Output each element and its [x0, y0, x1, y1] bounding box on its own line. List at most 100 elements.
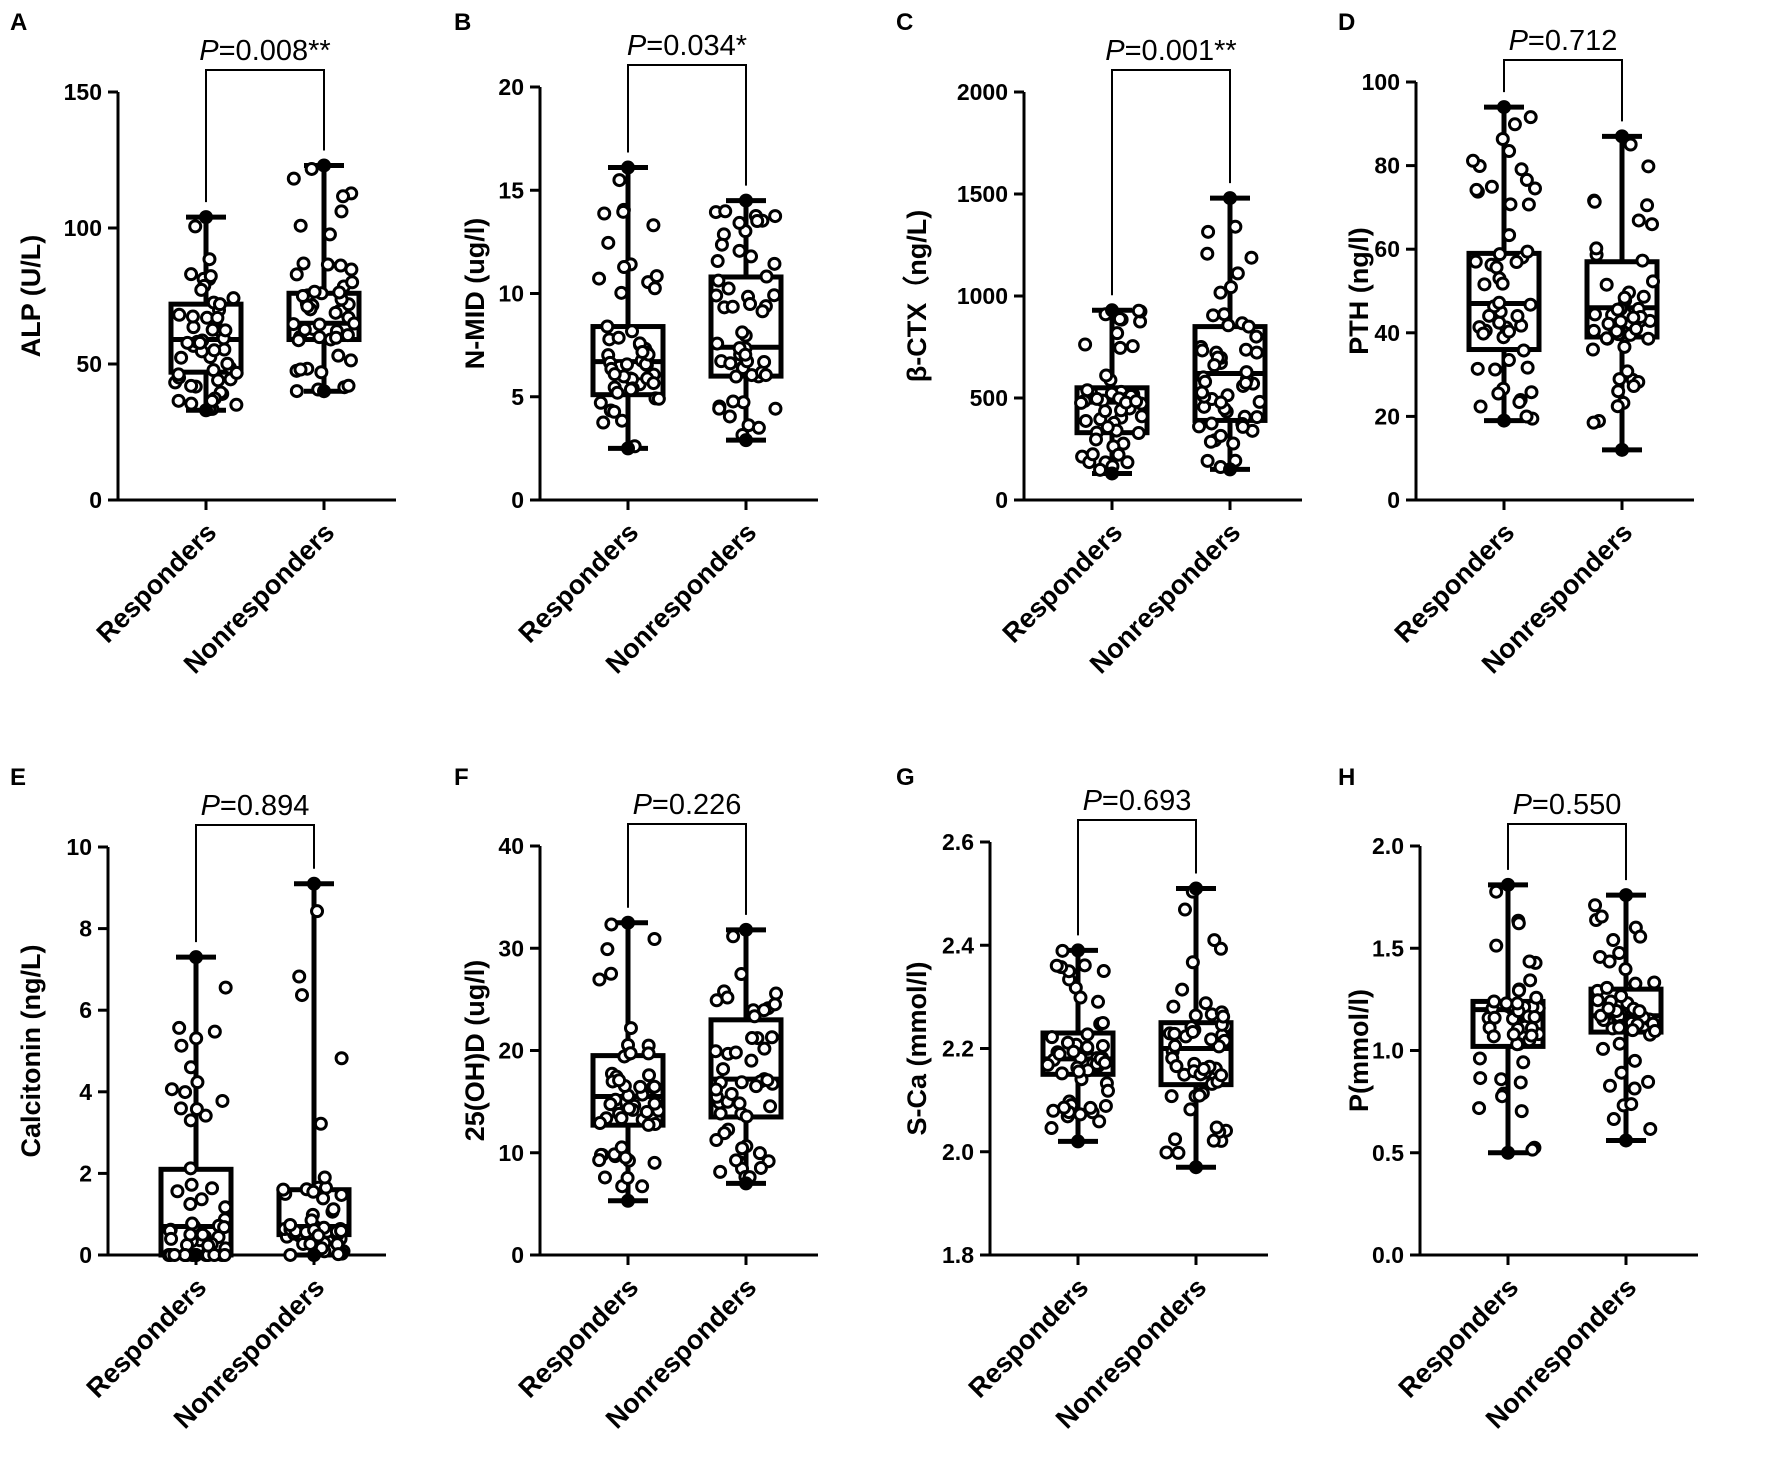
significance-bracket — [1077, 819, 1197, 936]
data-point — [600, 319, 615, 334]
data-point — [1093, 462, 1108, 477]
y-tick-label: 2 — [79, 1160, 92, 1186]
data-point — [596, 415, 611, 430]
x-category-label: Responders — [997, 517, 1129, 649]
data-point — [620, 1170, 635, 1185]
data-point — [307, 284, 322, 299]
data-point — [1241, 319, 1256, 334]
data-point — [306, 1184, 321, 1199]
data-point — [1484, 179, 1499, 194]
data-point — [1209, 1120, 1224, 1135]
data-point-extreme — [739, 193, 753, 208]
data-point — [744, 1053, 759, 1068]
data-point — [1054, 1066, 1069, 1081]
y-tick-label: 80 — [1374, 153, 1400, 179]
y-tick-label: 1000 — [957, 283, 1008, 309]
data-point — [757, 354, 772, 369]
data-point — [1235, 419, 1250, 434]
data-point — [1472, 1051, 1487, 1066]
data-point — [1078, 413, 1093, 428]
y-axis-label: β-CTX（ng/L) — [902, 210, 932, 382]
data-point — [1066, 1044, 1081, 1059]
y-axis-label: ALP (U/L) — [16, 235, 46, 358]
y-tick-label: 0 — [89, 487, 102, 513]
data-point — [217, 1248, 232, 1262]
significance-bracket — [1503, 59, 1623, 122]
data-point — [646, 376, 661, 391]
data-point — [1120, 455, 1135, 470]
y-tick-label: 0 — [995, 487, 1008, 513]
data-point — [710, 336, 725, 351]
data-point — [768, 209, 783, 224]
data-point — [767, 256, 782, 271]
data-point — [183, 1161, 198, 1176]
data-point — [739, 1109, 754, 1124]
data-point-extreme — [739, 433, 753, 448]
data-point — [1223, 280, 1238, 295]
data-point — [1614, 989, 1629, 1004]
data-point — [1499, 996, 1514, 1011]
data-point — [293, 362, 308, 377]
data-point — [1074, 395, 1089, 410]
data-point — [747, 1009, 762, 1024]
y-tick-label: 30 — [498, 935, 524, 961]
data-point — [1618, 962, 1633, 977]
data-point — [1112, 311, 1127, 326]
panel-h: H0.00.51.01.52.0P(mmol/l)RespondersNonre… — [1338, 764, 1698, 1434]
data-point — [607, 404, 622, 419]
data-point — [1586, 415, 1601, 430]
data-point — [1131, 426, 1146, 441]
data-point — [1509, 255, 1524, 270]
y-tick-label: 40 — [1374, 320, 1400, 346]
data-point — [1073, 1107, 1088, 1122]
data-point — [343, 353, 358, 368]
data-point — [294, 988, 309, 1003]
data-point — [647, 1155, 662, 1170]
y-tick-label: 6 — [79, 997, 92, 1023]
data-point — [202, 252, 217, 267]
data-point — [1244, 250, 1259, 265]
data-point — [593, 395, 608, 410]
data-point — [1596, 1041, 1611, 1056]
data-point-extreme — [1615, 442, 1629, 457]
data-point — [1512, 395, 1527, 410]
data-point — [1252, 394, 1267, 409]
y-tick-label: 8 — [79, 916, 92, 942]
data-point — [729, 369, 744, 384]
y-tick-label: 10 — [66, 834, 92, 860]
data-point — [172, 1020, 187, 1035]
y-axis-label: S-Ca (mmol/l) — [902, 961, 932, 1135]
data-point — [1645, 217, 1660, 232]
data-point — [1085, 447, 1100, 462]
data-point — [1113, 340, 1128, 355]
data-point — [1470, 361, 1485, 376]
y-tick-label: 1.0 — [1372, 1038, 1404, 1064]
y-tick-label: 4 — [79, 1079, 92, 1105]
data-point — [334, 1223, 349, 1238]
data-point — [332, 285, 347, 300]
data-point — [1203, 434, 1218, 449]
data-point — [1088, 432, 1103, 447]
data-point — [1044, 1030, 1059, 1045]
data-point — [183, 1227, 198, 1242]
data-point-extreme — [739, 922, 753, 937]
data-point — [1488, 362, 1503, 377]
panel-letter: H — [1338, 764, 1355, 791]
data-point-extreme — [1189, 881, 1203, 896]
data-point-extreme — [317, 158, 331, 173]
data-point — [184, 378, 199, 393]
data-point — [1185, 955, 1200, 970]
data-point — [1194, 385, 1209, 400]
data-point — [721, 281, 736, 296]
data-point-extreme — [1615, 129, 1629, 144]
data-point — [722, 409, 737, 424]
data-point — [641, 1117, 656, 1132]
data-point — [1613, 314, 1628, 329]
data-point — [328, 305, 343, 320]
data-point — [190, 1075, 205, 1090]
data-point — [1489, 938, 1504, 953]
data-point — [1617, 339, 1632, 354]
data-point — [334, 204, 349, 219]
panel-letter: B — [454, 9, 471, 36]
y-axis-label: PTH (ng/l) — [1344, 227, 1374, 354]
